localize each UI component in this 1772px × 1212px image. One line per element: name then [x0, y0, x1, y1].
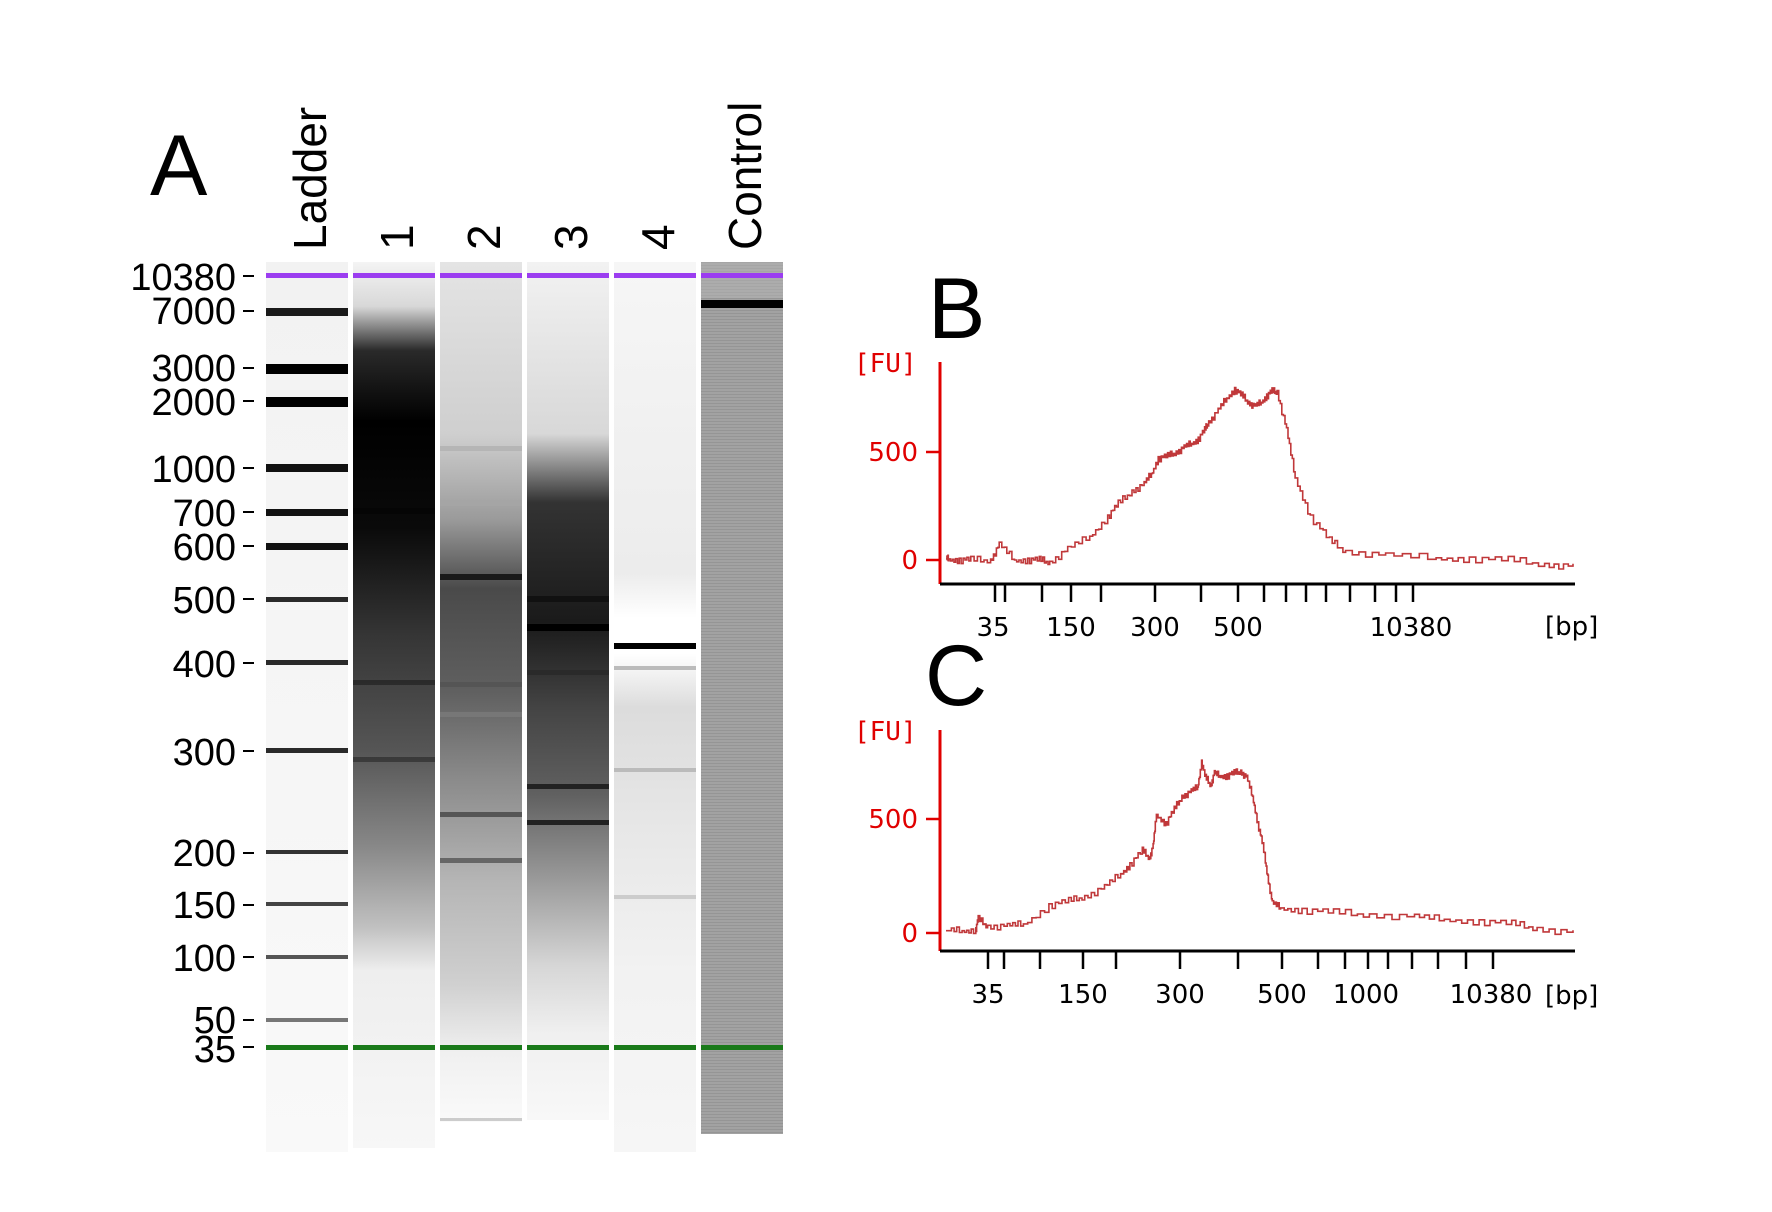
- x-tick-label: 35: [976, 613, 1009, 643]
- lower-marker-line: [266, 1045, 783, 1050]
- size-label-400: 400: [173, 644, 236, 686]
- size-label-500: 500: [173, 580, 236, 622]
- size-label-300: 300: [173, 732, 236, 774]
- gel-lane-control: [701, 262, 783, 1134]
- x-tick-label: 150: [1046, 613, 1096, 643]
- chart-b-ylabel: [FU]: [854, 349, 917, 379]
- size-label-7000: 7000: [151, 291, 236, 333]
- size-label-100: 100: [173, 938, 236, 980]
- size-label-50: 50: [194, 1000, 236, 1042]
- y-tick-label: 0: [901, 919, 918, 949]
- ladder-bands: [266, 308, 348, 1022]
- gel-lane-ladder: [266, 262, 348, 1152]
- size-label-150: 150: [173, 885, 236, 927]
- lane-label-3: 3: [545, 224, 597, 250]
- lane-label-4: 4: [632, 224, 684, 250]
- lane-1-bands: [353, 508, 435, 762]
- x-tick-label: 10380: [1370, 613, 1453, 643]
- upper-marker-line: [266, 273, 783, 278]
- x-tick-label: 300: [1130, 613, 1180, 643]
- chart-panel-b: [FU] [bp] 0 500 35 150 300 500 10380: [854, 349, 1598, 643]
- panel-a-letter: A: [150, 118, 208, 214]
- x-tick-label: 500: [1257, 980, 1307, 1010]
- y-tick-label: 500: [868, 805, 918, 835]
- x-tick-label: 10380: [1450, 980, 1533, 1010]
- x-tick-label: 150: [1058, 980, 1108, 1010]
- chart-panel-c: [FU] [bp] 0 500 35 150 300 500 1000 10380: [854, 717, 1598, 1011]
- lane-4-bands: [614, 643, 696, 899]
- lane-label-1: 1: [371, 224, 423, 250]
- size-label-3000: 3000: [151, 348, 236, 390]
- gel-lane-1: [353, 262, 435, 1148]
- size-label-10380: 10380: [130, 257, 236, 299]
- chart-c-ylabel: [FU]: [854, 717, 917, 747]
- size-label-700: 700: [173, 493, 236, 535]
- x-tick-label: 35: [971, 980, 1004, 1010]
- lane-label-2: 2: [458, 224, 510, 250]
- gel-lane-3: [527, 262, 609, 1120]
- gel-lane-4: [614, 262, 696, 1152]
- panel-b-letter: B: [928, 261, 985, 357]
- gel-lanes: [266, 262, 783, 1152]
- size-label-600: 600: [173, 527, 236, 569]
- lane-labels: Ladder 1 2 3 4 Control: [284, 102, 771, 250]
- electropherogram-trace: [946, 759, 1574, 936]
- x-tick-label: 1000: [1333, 980, 1399, 1010]
- electropherogram-trace: [946, 386, 1574, 570]
- lane-3-bands: [527, 596, 609, 825]
- size-label-200: 200: [173, 833, 236, 875]
- size-label-35: 35: [194, 1029, 236, 1071]
- size-axis: 10380 7000 3000 2000 1000 700 600 500 40…: [130, 257, 254, 1071]
- chart-c-xlabel: [bp]: [1545, 981, 1598, 1011]
- size-label-1000: 1000: [151, 449, 236, 491]
- x-tick-label: 500: [1213, 613, 1263, 643]
- lane-2-bands: [440, 446, 522, 1121]
- x-tick-label: 300: [1155, 980, 1205, 1010]
- y-tick-label: 0: [901, 546, 918, 576]
- size-label-2000: 2000: [151, 382, 236, 424]
- lane-label-control: Control: [719, 102, 771, 250]
- chart-b-xlabel: [bp]: [1545, 612, 1598, 642]
- gel-lane-2: [440, 262, 522, 1122]
- lane-label-ladder: Ladder: [284, 107, 336, 250]
- control-band: [701, 300, 783, 308]
- panel-c-letter: C: [925, 628, 987, 724]
- y-tick-label: 500: [868, 438, 918, 468]
